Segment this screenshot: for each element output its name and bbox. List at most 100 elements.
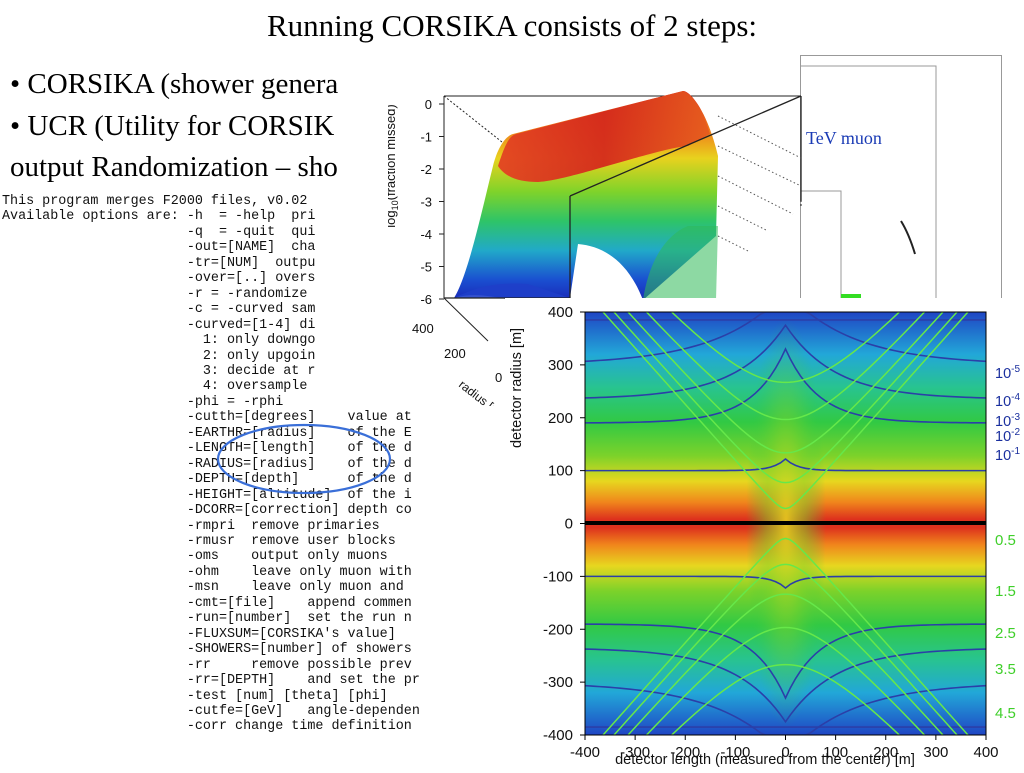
z-tick-label: -5 <box>420 260 432 275</box>
heatmap-chart: -400 -300 -200 -100 0 100 200 300 400 -400 -300 -2… <box>509 304 1020 768</box>
terminal-line: -phi = -rphi <box>2 394 284 410</box>
green-contour <box>645 312 786 421</box>
terminal-line: Available options are: -h = -help pri <box>2 209 316 225</box>
y-tick-label: 100 <box>548 463 573 480</box>
green-contour <box>785 312 901 384</box>
bullet-ucr-continued: output Randomization – sho <box>10 151 338 183</box>
green-contour <box>785 312 944 454</box>
terminal-output: This program merges F2000 files, v0.02 Av… <box>2 194 420 735</box>
blue-contour-label: 10-1 <box>995 446 1020 464</box>
terminal-line: 1: only downgo <box>2 333 316 349</box>
green-contour <box>785 312 969 510</box>
blue-contour-label: 10-3 <box>995 412 1020 430</box>
blue-contour <box>585 623 986 700</box>
terminal-line: -rr remove possible prev <box>2 657 412 673</box>
surface-plot-3d: 0 -1 -2 -3 -4 -5 -6 log10(fraction missed) 400… <box>388 90 802 406</box>
x-tick-label: 200 <box>873 744 898 761</box>
green-contour <box>670 663 786 735</box>
blue-contour <box>585 323 986 399</box>
y-tick-label: 400 <box>548 304 573 321</box>
green-contour-label: 2.5 <box>995 625 1016 642</box>
green-contour <box>785 626 926 735</box>
bullet-corsika: • CORSIKA (shower genera <box>10 68 339 100</box>
green-contour <box>785 537 969 735</box>
terminal-line: -q = -quit qui <box>2 224 316 240</box>
terminal-line: -tr=[NUM] outpu <box>2 255 316 271</box>
green-contour <box>602 537 786 735</box>
z-axis-ticks: 0 -1 -2 -3 -4 -5 -6 <box>420 97 444 307</box>
x-tick-label: 0 <box>781 744 789 761</box>
blue-contour <box>585 648 986 724</box>
terminal-line: -test [num] [theta] [phi] <box>2 688 388 704</box>
green-contour <box>785 312 958 484</box>
green-contour-label: 1.5 <box>995 583 1016 600</box>
contour-level-labels: 10-5 10-4 10-310-210-1 0.5 1.5 2.5 3.5 4.5 <box>995 364 1020 722</box>
z-tick-label: 0 <box>425 97 432 112</box>
terminal-line: -out=[NAME] cha <box>2 240 316 256</box>
terminal-line: -cutth=[degrees] value at <box>2 410 412 426</box>
x-tick-label: -300 <box>620 744 650 761</box>
heatmap-panel: -400 -300 -200 -100 0 100 200 300 400 -400 -300 -2… <box>505 298 1024 768</box>
terminal-line: -c = -curved sam <box>2 302 316 318</box>
terminal-line: -msn leave only muon and <box>2 580 404 596</box>
terminal-line: -r = -randomize <box>2 286 308 302</box>
terminal-line: 4: oversample <box>2 379 308 395</box>
blue-contour <box>585 575 986 590</box>
x-tick-label: -400 <box>570 744 600 761</box>
terminal-line: -cutfe=[GeV] angle-dependen <box>2 703 420 719</box>
green-contour-label: 0.5 <box>995 532 1016 549</box>
terminal-line: -SHOWERS=[number] of showers <box>2 642 412 658</box>
radius-tick-400: 400 <box>412 321 434 336</box>
terminal-line: -ohm leave only muon with <box>2 564 412 580</box>
green-contour <box>785 663 901 735</box>
y-tick-label: 0 <box>565 516 573 533</box>
green-contour <box>602 312 786 510</box>
highlight-ellipse <box>216 423 392 495</box>
green-contour <box>645 626 786 735</box>
green-contour-lines <box>602 312 969 735</box>
terminal-line: -rr=[DEPTH] and set the pr <box>2 673 420 689</box>
radius-tick-0: 0 <box>495 370 502 385</box>
terminal-line: -curved=[1-4] di <box>2 317 316 333</box>
green-contour-label: 3.5 <box>995 661 1016 678</box>
z-tick-label: -6 <box>420 292 432 307</box>
terminal-line: 2: only upgoin <box>2 348 316 364</box>
terminal-line: This program merges F2000 files, v0.02 <box>2 194 308 209</box>
green-contour <box>785 563 958 735</box>
y-tick-label: -400 <box>543 727 573 744</box>
z-axis-label: log10(fraction missed) <box>388 104 400 227</box>
terminal-line: -oms output only muons <box>2 549 388 565</box>
radius-tick-200: 200 <box>444 346 466 361</box>
terminal-line: 3: decide at r <box>2 363 316 379</box>
blue-contour-label: 10-2 <box>995 427 1020 445</box>
terminal-line: -corr change time definition <box>2 719 412 735</box>
z-tick-label: -1 <box>420 130 432 145</box>
muon-plot-frame <box>800 55 1002 306</box>
z-tick-label: -3 <box>420 195 432 210</box>
x-tick-label: 100 <box>823 744 848 761</box>
z-tick-label: -2 <box>420 162 432 177</box>
x-tick-label: -100 <box>720 744 750 761</box>
y-axis-label: detector radius [m] <box>509 328 525 448</box>
x-tick-label: 400 <box>973 744 998 761</box>
blue-contour <box>585 347 986 424</box>
green-contour <box>670 312 786 384</box>
y-tick-label: 200 <box>548 410 573 427</box>
y-tick-label: -200 <box>543 621 573 638</box>
blue-contour-label: 10-5 <box>995 364 1020 382</box>
terminal-line: -run=[number] set the run n <box>2 611 412 627</box>
y-axis-ticks: -400 -300 -200 -100 0 100 200 300 400 <box>543 304 585 744</box>
green-contour <box>613 563 786 735</box>
x-axis-ticks: -400 -300 -200 -100 0 100 200 300 400 <box>570 735 999 761</box>
tev-muon-label: TeV muon <box>806 128 882 148</box>
terminal-line: -over=[..] overs <box>2 271 316 287</box>
terminal-line: -DCORR=[correction] depth co <box>2 503 412 519</box>
blue-contour-label: 10-4 <box>995 392 1020 410</box>
z-tick-label: -4 <box>420 227 432 242</box>
bullet-ucr: • UCR (Utility for CORSIK <box>10 110 335 142</box>
y-tick-label: 300 <box>548 357 573 374</box>
muon-plot-inner <box>801 65 937 301</box>
green-contour <box>627 593 786 735</box>
terminal-line: -rmusr remove user blocks <box>2 533 396 549</box>
green-contour <box>785 593 944 735</box>
